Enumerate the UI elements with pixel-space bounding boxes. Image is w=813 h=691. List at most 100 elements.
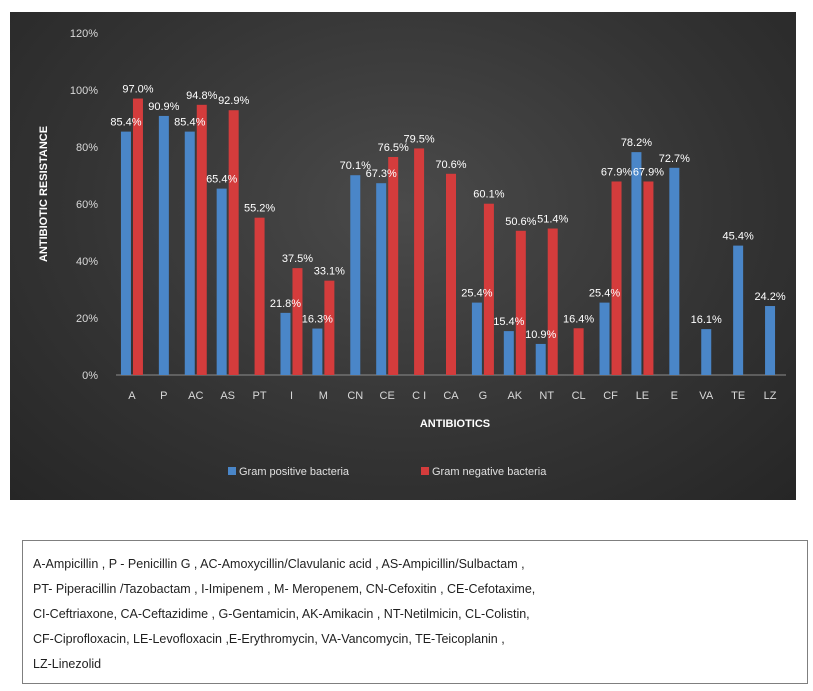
legend-label: Gram negative bacteria (432, 466, 547, 478)
bar-gram-negative (611, 181, 622, 375)
x-tick-label: LZ (764, 390, 777, 402)
bar-gram-negative (483, 203, 494, 375)
data-label: 16.3% (302, 314, 333, 326)
data-label: 67.9% (601, 166, 632, 178)
data-label: 50.6% (505, 216, 536, 228)
bar-gram-positive (701, 329, 712, 375)
bar-gram-positive (376, 183, 387, 375)
x-tick-label: PT (253, 390, 267, 402)
x-tick-label: CA (443, 390, 459, 402)
abbreviation-key: A-Ampicillin , P - Penicillin G , AC-Amo… (22, 540, 808, 684)
y-tick-label: 100% (70, 85, 98, 97)
abbreviation-line: A-Ampicillin , P - Penicillin G , AC-Amo… (33, 557, 525, 571)
data-label: 72.7% (659, 153, 690, 165)
data-label: 76.5% (378, 142, 409, 154)
data-label: 94.8% (186, 90, 217, 102)
data-label: 51.4% (537, 214, 568, 226)
x-tick-label: CL (572, 390, 586, 402)
bar-gram-negative (324, 280, 335, 375)
data-label: 55.2% (244, 203, 275, 215)
bar-gram-positive (599, 302, 610, 375)
data-label: 67.9% (633, 166, 664, 178)
data-label: 67.3% (366, 168, 397, 180)
data-label: 85.4% (110, 117, 141, 129)
bar-gram-negative (196, 104, 207, 375)
x-tick-label: AC (188, 390, 203, 402)
y-tick-label: 0% (82, 370, 98, 382)
bar-gram-negative (388, 156, 399, 375)
bar-gram-positive (471, 302, 482, 375)
bar-gram-positive (350, 175, 361, 375)
abbreviation-line: CI-Ceftriaxone, CA-Ceftazidime , G-Genta… (33, 607, 530, 621)
legend-swatch (228, 467, 236, 475)
bar-chart: 0%20%40%60%80%100%120% 85.4%97.0%90.9%85… (38, 28, 786, 478)
bar-gram-positive (503, 331, 514, 375)
y-axis-title: ANTIBIOTIC RESISTANCE (38, 126, 50, 262)
legend-label: Gram positive bacteria (239, 466, 350, 478)
bar-gram-negative (132, 98, 143, 376)
x-tick-label: LE (636, 390, 649, 402)
data-label: 65.4% (206, 174, 237, 186)
abbreviation-line: CF-Ciprofloxacin, LE-Levofloxacin ,E-Ery… (33, 632, 505, 646)
bar-gram-positive (733, 245, 744, 375)
x-tick-label: AS (220, 390, 235, 402)
bar-gram-positive (312, 328, 323, 375)
x-tick-label: P (160, 390, 167, 402)
bar-gram-positive (669, 167, 680, 375)
x-tick-label: CN (347, 390, 363, 402)
bar-gram-negative (446, 173, 456, 375)
chart-panel: 0% 20% 40% 60% 80% 100% 120% 85.4% 97.0% 90.9% 85… (10, 12, 796, 500)
chart-legend: Gram positive bacteria Gram negative bact… (228, 466, 547, 478)
x-tick-label: CF (603, 390, 618, 402)
bar-gram-negative (573, 328, 584, 375)
data-label: 85.4% (174, 117, 205, 129)
x-tick-label: TE (731, 390, 745, 402)
y-tick-label: 80% (76, 142, 98, 154)
x-tick-label: C I (412, 390, 426, 402)
data-labels: 85.4% 97.0% 90.9% 85.4% 94.8% 65.4% 92.9% 55.2%… (110, 84, 786, 341)
data-label: 10.9% (525, 329, 556, 341)
data-label: 16.1% (691, 314, 722, 326)
data-label: 92.9% (218, 95, 249, 107)
x-tick-label: M (319, 390, 328, 402)
legend-swatch (421, 467, 429, 475)
bar-gram-positive (535, 343, 546, 375)
y-tick-label: 20% (76, 313, 98, 325)
x-tick-label: AK (507, 390, 522, 402)
data-label: 37.5% (282, 253, 313, 265)
data-label: 33.1% (314, 266, 345, 278)
x-tick-label: E (671, 390, 678, 402)
data-label: 21.8% (270, 298, 301, 310)
x-tick-label: A (128, 390, 136, 402)
bar-gram-negative (254, 217, 265, 375)
bar-gram-positive (184, 131, 195, 375)
bar-gram-negative (228, 110, 239, 376)
bar-gram-positive (631, 152, 642, 375)
bar-gram-positive (158, 115, 169, 375)
data-label: 79.5% (403, 133, 434, 145)
bar-gram-positive (120, 131, 131, 375)
data-label: 70.6% (435, 159, 466, 171)
data-label: 90.9% (148, 101, 179, 113)
x-tick-label: I (290, 390, 293, 402)
x-tick-label: NT (539, 390, 554, 402)
bar-gram-positive (765, 306, 776, 375)
data-label: 60.1% (473, 189, 504, 201)
data-label: 25.4% (461, 288, 492, 300)
bar-gram-positive (216, 188, 227, 375)
bar-gram-positive (280, 312, 291, 375)
bars (120, 98, 776, 376)
data-label: 25.4% (589, 288, 620, 300)
abbreviation-line: LZ-Linezolid (33, 657, 102, 671)
x-axis-title: ANTIBIOTICS (420, 418, 490, 430)
y-axis-ticks: 0% 20% 40% 60% 80% 100% 120% (70, 28, 98, 382)
data-label: 24.2% (754, 291, 785, 303)
bar-gram-negative (547, 228, 558, 375)
bar-gram-negative (292, 268, 303, 375)
x-tick-label: CE (380, 390, 395, 402)
bar-gram-negative (515, 230, 526, 375)
data-label: 45.4% (723, 231, 754, 243)
y-tick-label: 120% (70, 28, 98, 40)
x-axis-ticks: A P AC AS PT I M CN CE C I CA G AK NT CL CF LE E VA TE LZ (128, 390, 776, 402)
y-tick-label: 60% (76, 199, 98, 211)
